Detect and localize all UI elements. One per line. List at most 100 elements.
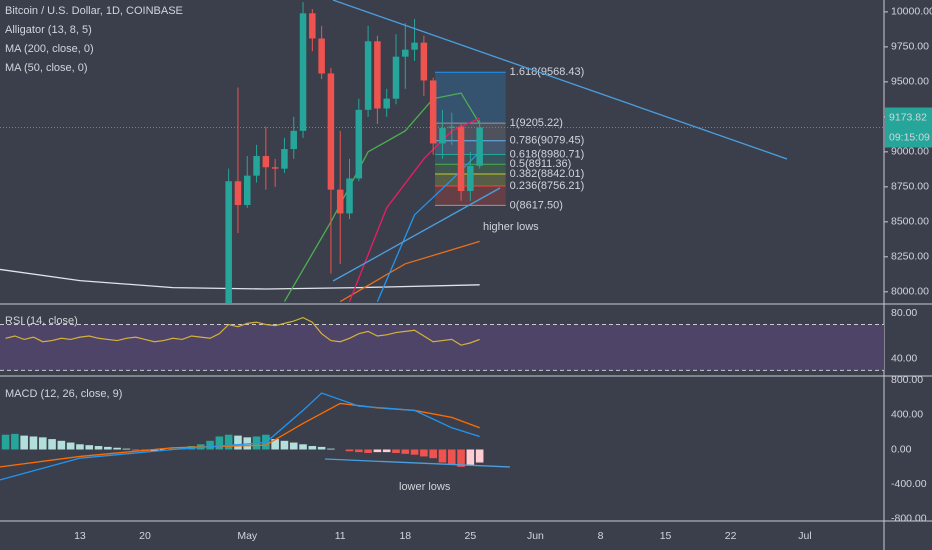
fib-zone (435, 72, 506, 124)
fib-label: 0(8617.50) (510, 199, 563, 211)
macd-tick-label: -800.00 (891, 513, 927, 525)
macd-bar (206, 440, 214, 450)
candle-body (336, 189, 344, 214)
candle-body (392, 56, 400, 99)
macd-bar (38, 437, 47, 450)
candle-body (402, 49, 409, 57)
candle-body (467, 165, 474, 192)
fib-label: 0.618(8980.71) (510, 148, 585, 160)
macd-bar (76, 444, 84, 450)
macd-bar (280, 440, 289, 450)
macd-bar (308, 446, 317, 450)
legend-line: Alligator (13, 8, 5) (5, 24, 92, 36)
macd-bar (457, 449, 465, 467)
macd-tick-label: 800.00 (891, 374, 923, 386)
macd-title: MACD (12, 26, close, 9) (5, 388, 122, 400)
macd-bar (373, 449, 382, 453)
legend-line: MA (50, close, 0) (5, 62, 88, 74)
signal-line (0, 402, 480, 468)
rsi-tick-label: 80.00 (891, 307, 917, 319)
y-tick-label: 8250.00 (891, 251, 929, 263)
y-tick-label: 9500.00 (891, 76, 929, 88)
macd-bar (289, 442, 298, 450)
macd-bar (271, 439, 279, 450)
macd-bar (327, 448, 335, 450)
macd-bar (113, 447, 121, 450)
y-tick-label: 9750.00 (891, 41, 929, 53)
macd-bar (29, 436, 38, 450)
macd-bar (392, 449, 400, 453)
macd-bar (438, 449, 447, 463)
macd-tick-label: 400.00 (891, 409, 923, 421)
macd-bar (401, 449, 410, 454)
last-price-label: 9173.82 (889, 111, 927, 123)
candle-body (234, 181, 242, 206)
x-tick-label: 15 (660, 530, 672, 542)
y-tick-label: 9000.00 (891, 146, 929, 158)
macd-bar (447, 449, 456, 465)
annotation: higher lows (483, 221, 539, 233)
candle-body (420, 42, 428, 81)
fib-label: 1.618(9568.43) (510, 66, 585, 78)
x-tick-label: 8 (598, 530, 604, 542)
macd-bar (317, 446, 326, 450)
macd-line (0, 392, 480, 481)
candle-body (262, 156, 270, 168)
macd-bar (66, 442, 75, 450)
macd-bar (131, 449, 140, 451)
macd-bar (466, 449, 475, 466)
macd-bar (94, 446, 103, 450)
macd-tick-label: -400.00 (891, 478, 927, 490)
macd-bar (104, 446, 112, 450)
macd-bar (234, 435, 242, 450)
annotation: lower lows (399, 481, 451, 493)
macd-bar (85, 445, 94, 450)
macd-bar (382, 449, 391, 453)
macd-bar (215, 436, 224, 450)
x-tick-label: 11 (335, 530, 346, 542)
macd-bar (299, 444, 307, 450)
candle-body (364, 41, 372, 110)
fib-label: 0.786(9079.45) (510, 135, 585, 147)
indicator-line (0, 268, 480, 290)
candle-body (253, 156, 260, 176)
candle-body (225, 181, 232, 303)
candle-body (318, 38, 325, 74)
candle-body (299, 13, 307, 131)
rsi-tick-label: 40.00 (891, 353, 917, 365)
fib-label: 0.382(8842.01) (510, 168, 585, 180)
macd-bar (475, 449, 484, 463)
indicator-line (339, 240, 480, 303)
candle-body (457, 126, 465, 192)
candle-body (309, 13, 316, 39)
fib-zone (435, 140, 506, 155)
y-tick-label: 8750.00 (891, 181, 929, 193)
macd-bar (48, 439, 56, 450)
x-tick-label: Jul (798, 530, 811, 542)
x-tick-label: 13 (74, 530, 86, 542)
candle-body (476, 127, 483, 166)
candle-body (448, 126, 456, 129)
candle-body (429, 80, 437, 144)
x-tick-label: 25 (465, 530, 477, 542)
candle-body (439, 128, 446, 144)
y-tick-label: 8000.00 (891, 286, 929, 298)
candle-body (271, 167, 279, 169)
x-tick-label: May (237, 530, 258, 542)
macd-bar (420, 449, 428, 457)
candle-body (346, 178, 353, 214)
candle-body (355, 109, 363, 179)
macd-bar (57, 440, 66, 450)
fib-label: 1(9205.22) (510, 117, 563, 129)
macd-bar (429, 449, 437, 459)
trendline (332, 0, 788, 160)
macd-bar (410, 449, 419, 455)
rsi-band (0, 324, 884, 371)
macd-bar (1, 434, 10, 450)
y-tick-label: 8500.00 (891, 216, 929, 228)
x-tick-label: 18 (399, 530, 411, 542)
macd-bar (355, 449, 363, 453)
candle-body (281, 149, 288, 169)
candle-body (327, 73, 335, 190)
